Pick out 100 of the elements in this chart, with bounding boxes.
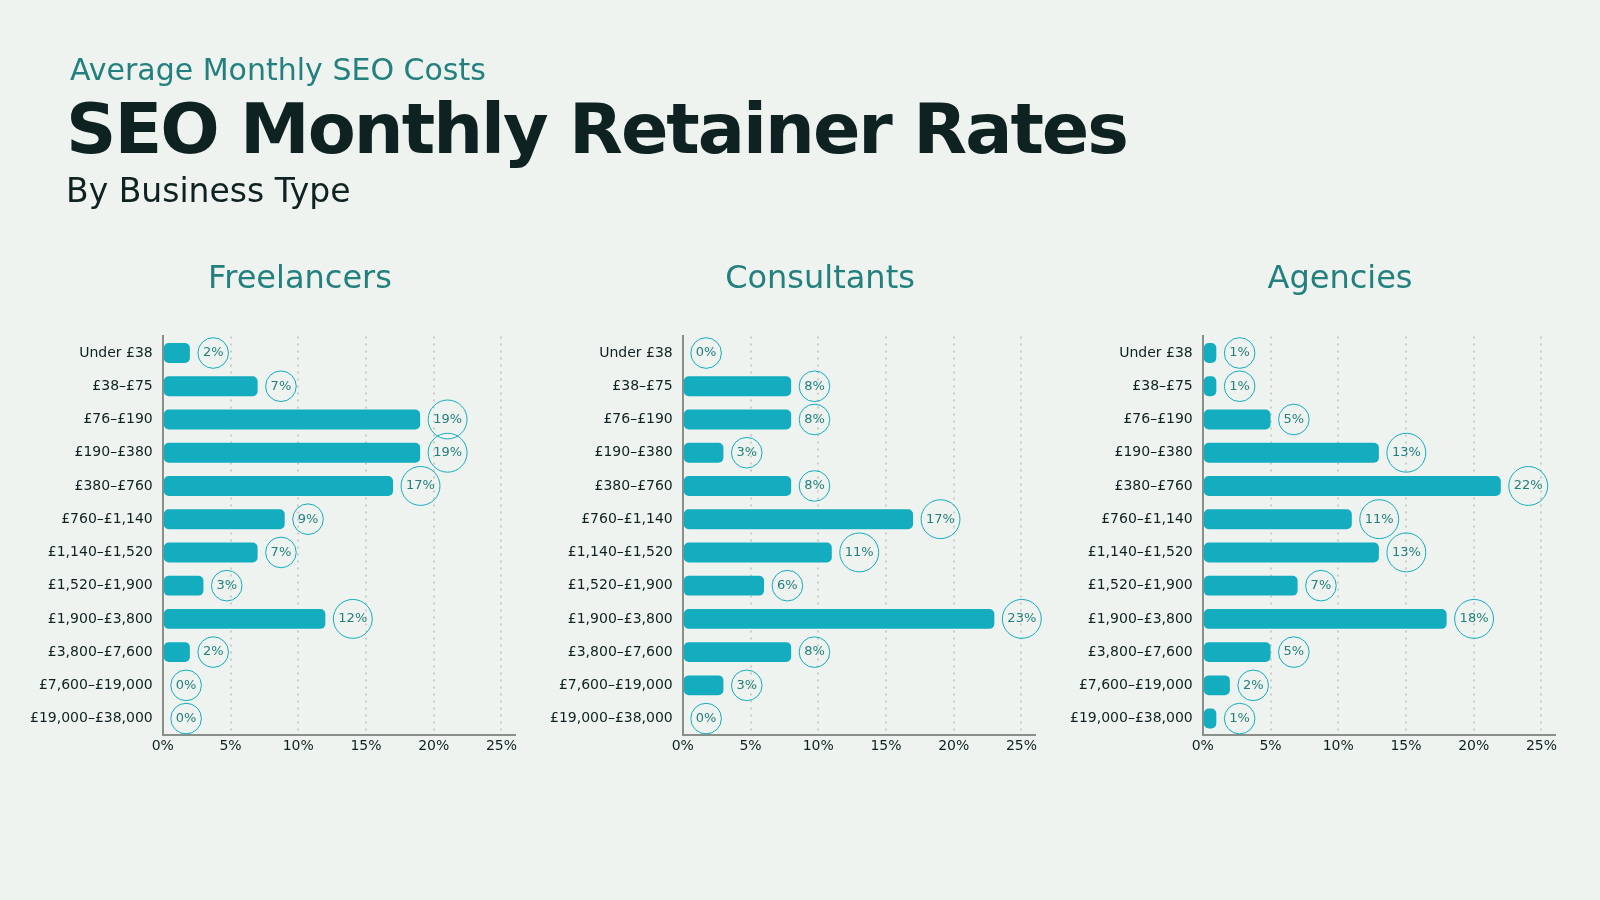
bar bbox=[683, 608, 995, 629]
y-tick-label: £7,600–£19,000 bbox=[1078, 675, 1193, 692]
data-label: 1% bbox=[1229, 344, 1250, 360]
data-label: 0% bbox=[175, 709, 197, 725]
data-label: 13% bbox=[1391, 543, 1421, 559]
bar bbox=[1203, 542, 1379, 563]
bar bbox=[163, 409, 421, 430]
y-tick-label: £760–£1,140 bbox=[581, 509, 673, 526]
x-tick-label: 25% bbox=[485, 737, 518, 754]
bar bbox=[683, 675, 724, 696]
y-tick-label: £3,800–£7,600 bbox=[567, 642, 673, 659]
data-label: 12% bbox=[338, 610, 368, 626]
x-tick-label: 5% bbox=[1259, 737, 1282, 754]
data-label: 2% bbox=[202, 344, 224, 360]
bar bbox=[163, 509, 285, 530]
y-tick-label: £19,000–£38,000 bbox=[29, 709, 153, 726]
bar bbox=[163, 542, 258, 563]
data-label: 7% bbox=[270, 377, 292, 393]
bar bbox=[163, 343, 190, 363]
bar bbox=[163, 475, 394, 496]
y-tick-label: £190–£380 bbox=[594, 443, 673, 460]
data-label: 19% bbox=[433, 444, 463, 460]
y-tick-label: £1,140–£1,520 bbox=[567, 543, 673, 560]
data-label: 2% bbox=[202, 643, 224, 659]
bar bbox=[683, 642, 792, 663]
data-label: 8% bbox=[804, 377, 825, 393]
x-tick-label: 10% bbox=[802, 737, 834, 754]
x-tick-label: 0% bbox=[671, 737, 694, 754]
bar bbox=[163, 642, 190, 663]
data-label: 0% bbox=[695, 709, 717, 725]
y-tick-label: £190–£380 bbox=[74, 443, 153, 460]
text: SEO Monthly Retainer Rates bbox=[66, 87, 1127, 171]
data-label: 7% bbox=[1310, 577, 1332, 593]
y-tick-label: £19,000–£38,000 bbox=[549, 709, 673, 726]
y-tick-label: £1,140–£1,520 bbox=[47, 543, 153, 560]
chart-title: Agencies bbox=[1266, 258, 1414, 298]
y-tick-label: Under £38 bbox=[599, 343, 673, 360]
bar bbox=[683, 542, 832, 563]
y-tick-label: £7,600–£19,000 bbox=[558, 675, 673, 692]
data-label: 8% bbox=[804, 643, 825, 659]
x-tick-label: 20% bbox=[418, 737, 450, 754]
x-tick-label: 15% bbox=[1390, 737, 1422, 754]
chart-title: Freelancers bbox=[207, 258, 393, 298]
bar bbox=[163, 608, 326, 629]
chart-title: Consultants bbox=[724, 258, 916, 298]
y-tick-label: £1,900–£3,800 bbox=[567, 609, 673, 626]
data-label: 5% bbox=[1283, 643, 1305, 659]
x-tick-label: 15% bbox=[870, 737, 902, 754]
data-label: 8% bbox=[804, 477, 825, 493]
y-tick-label: £1,900–£3,800 bbox=[1087, 609, 1193, 626]
x-tick-label: 5% bbox=[739, 737, 762, 754]
text: Average Monthly SEO Costs bbox=[70, 52, 487, 87]
y-tick-label: £38–£75 bbox=[92, 376, 153, 393]
data-label: 23% bbox=[1007, 610, 1037, 626]
data-label: 0% bbox=[695, 344, 717, 360]
bar bbox=[1203, 608, 1447, 629]
data-label: 11% bbox=[1364, 510, 1394, 526]
bar bbox=[1203, 409, 1271, 430]
y-tick-label: £76–£190 bbox=[1123, 410, 1193, 427]
x-tick-label: 0% bbox=[1191, 737, 1214, 754]
data-label: 22% bbox=[1513, 477, 1543, 493]
y-tick-label: £380–£760 bbox=[1114, 476, 1193, 493]
bar bbox=[163, 442, 421, 463]
y-tick-label: Under £38 bbox=[1119, 343, 1193, 360]
x-tick-label: 10% bbox=[282, 737, 314, 754]
x-tick-label: 25% bbox=[1005, 737, 1038, 754]
data-label: 1% bbox=[1229, 377, 1250, 393]
bar bbox=[1203, 442, 1379, 463]
data-label: 9% bbox=[297, 510, 319, 526]
y-tick-label: £38–£75 bbox=[612, 376, 673, 393]
y-tick-label: £380–£760 bbox=[594, 476, 673, 493]
y-tick-label: £3,800–£7,600 bbox=[47, 642, 153, 659]
y-tick-label: £760–£1,140 bbox=[61, 509, 153, 526]
bar bbox=[163, 376, 258, 397]
data-label: 7% bbox=[270, 543, 292, 559]
bar bbox=[163, 575, 204, 596]
bar bbox=[1203, 509, 1352, 530]
x-tick-label: 20% bbox=[1458, 737, 1490, 754]
data-label: 0% bbox=[175, 676, 197, 692]
y-tick-label: £19,000–£38,000 bbox=[1069, 709, 1193, 726]
y-tick-label: £190–£380 bbox=[1114, 443, 1193, 460]
x-tick-label: 0% bbox=[151, 737, 174, 754]
y-tick-label: Under £38 bbox=[79, 343, 153, 360]
y-tick-label: £76–£190 bbox=[83, 410, 153, 427]
y-tick-label: £1,140–£1,520 bbox=[1087, 543, 1193, 560]
data-label: 3% bbox=[216, 577, 238, 593]
y-tick-label: £1,520–£1,900 bbox=[567, 576, 673, 593]
data-label: 3% bbox=[736, 444, 758, 460]
y-tick-label: £380–£760 bbox=[74, 476, 153, 493]
bar bbox=[683, 475, 792, 496]
data-label: 17% bbox=[926, 510, 955, 526]
bar bbox=[683, 575, 765, 596]
data-label: 18% bbox=[1459, 610, 1489, 626]
y-tick-label: £7,600–£19,000 bbox=[38, 675, 153, 692]
bar bbox=[1203, 575, 1298, 596]
data-label: 3% bbox=[736, 676, 758, 692]
bar bbox=[683, 509, 914, 530]
bar bbox=[683, 409, 792, 430]
bar bbox=[683, 442, 724, 463]
y-tick-label: £76–£190 bbox=[603, 410, 673, 427]
